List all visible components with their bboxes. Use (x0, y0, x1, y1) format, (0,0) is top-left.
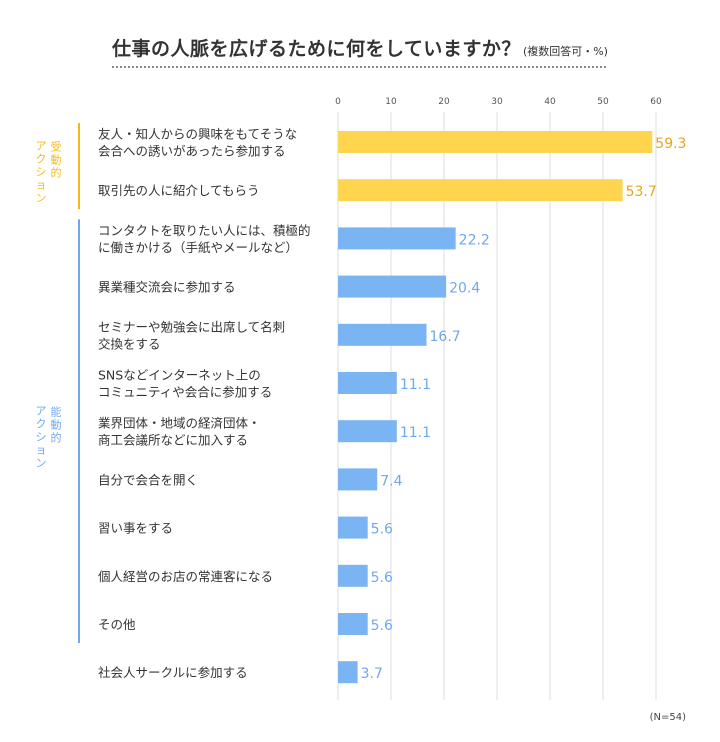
group-label-char: ョ (36, 444, 47, 457)
bar (338, 131, 653, 153)
category-label: 異業種交流会に参加する (98, 280, 236, 295)
category-label: 業界団体・地域の経済団体・ (98, 416, 261, 431)
value-label: 11.1 (400, 377, 431, 393)
bar (338, 372, 397, 394)
x-tick-label: 10 (385, 97, 397, 107)
bar (338, 516, 368, 539)
category-label: セミナーや勉強会に出席して名刺 (98, 319, 285, 334)
bar (338, 323, 427, 346)
group-label-char: 動 (51, 153, 62, 167)
bar (338, 227, 456, 250)
chart-subtitle: (複数回答可・%) (522, 45, 608, 58)
group-label-char: 能 (51, 405, 62, 419)
category-label: 商工会議所などに加入する (98, 433, 248, 448)
group-label-char: ク (36, 418, 47, 431)
value-label: 59.3 (655, 136, 686, 152)
group-label-char: ン (36, 192, 47, 205)
value-label: 3.7 (361, 666, 383, 682)
group-label-char: 的 (51, 431, 62, 445)
value-label: 7.4 (380, 473, 402, 489)
category-label: SNSなどインターネット上の (98, 368, 261, 383)
category-label: 習い事をする (98, 521, 173, 536)
group-label-char: シ (36, 166, 47, 179)
value-label: 53.7 (626, 184, 657, 200)
bar (338, 564, 368, 587)
category-label: 交換をする (98, 336, 161, 351)
chart-title: 仕事の人脈を広げるために何をしていますか？ (112, 38, 521, 60)
category-label: 社会人サークルに参加する (98, 665, 248, 680)
group-label-char: ク (36, 153, 47, 166)
group-label-char: ョ (36, 179, 47, 192)
group-label-char: 受 (51, 141, 62, 154)
chart-title-block: 仕事の人脈を広げるために何をしていますか？ (複数回答可・%) (0, 34, 720, 61)
value-label: 5.6 (371, 570, 393, 586)
group-label-char: 的 (51, 166, 62, 180)
group-label-char: 動 (51, 418, 62, 432)
bar (338, 661, 358, 684)
group-label-char: ア (36, 405, 47, 418)
title-divider (112, 66, 606, 68)
group-label-char: シ (36, 431, 47, 444)
group-label-char: ア (36, 140, 47, 153)
category-label: 友人・知人からの興味をもてそうな (98, 127, 297, 142)
value-label: 5.6 (371, 522, 393, 538)
category-label: 取引先の人に紹介してもらう (98, 183, 260, 198)
category-label: に働きかける（手紙やメールなど） (98, 240, 298, 255)
category-label: コンタクトを取りたい人には、積極的 (98, 223, 311, 238)
category-label: 個人経営のお店の常連客になる (98, 569, 273, 584)
category-label: 会合への誘いがあったら参加する (98, 144, 286, 159)
x-tick-label: 60 (650, 97, 662, 107)
category-label: その他 (98, 617, 136, 632)
bar (338, 179, 623, 202)
bar (338, 420, 397, 443)
value-label: 5.6 (371, 618, 393, 634)
x-tick-label: 40 (544, 97, 556, 107)
bar (338, 468, 378, 491)
category-label: 自分で会合を開く (98, 472, 198, 487)
value-label: 16.7 (430, 329, 461, 345)
x-tick-label: 0 (335, 97, 341, 107)
bar (338, 613, 368, 635)
group-label-char: ン (36, 457, 47, 470)
value-label: 22.2 (459, 232, 490, 248)
x-tick-label: 30 (491, 97, 503, 107)
sample-size-note: (N=54) (649, 712, 686, 723)
x-tick-label: 50 (597, 97, 609, 107)
bar (338, 275, 447, 298)
value-label: 11.1 (400, 425, 431, 441)
value-label: 20.4 (449, 281, 480, 297)
x-tick-label: 20 (438, 97, 450, 107)
category-label: コミュニティや会合に参加する (98, 385, 272, 400)
